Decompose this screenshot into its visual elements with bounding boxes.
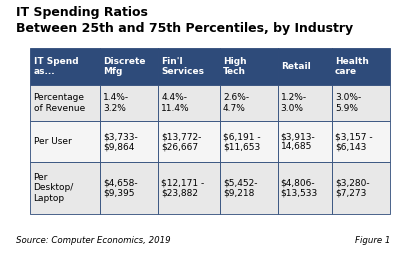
- Bar: [100, 121, 158, 162]
- Bar: [158, 162, 220, 214]
- Text: $13,772-
$26,667: $13,772- $26,667: [161, 132, 202, 152]
- Bar: [278, 48, 332, 85]
- Text: $5,452-
$9,218: $5,452- $9,218: [223, 178, 258, 198]
- Text: $4,658-
$9,395: $4,658- $9,395: [103, 178, 138, 198]
- Text: $4,806-
$13,533: $4,806- $13,533: [281, 178, 318, 198]
- Bar: [278, 162, 332, 214]
- Bar: [220, 162, 278, 214]
- Text: Per
Desktop/
Laptop: Per Desktop/ Laptop: [34, 173, 74, 203]
- Text: Fin'l
Services: Fin'l Services: [161, 57, 204, 76]
- Bar: [220, 121, 278, 162]
- Bar: [332, 85, 390, 121]
- Text: Figure 1: Figure 1: [355, 236, 390, 245]
- Bar: [30, 162, 100, 214]
- Text: Per User: Per User: [34, 137, 71, 146]
- Text: 1.4%-
3.2%: 1.4%- 3.2%: [103, 93, 129, 113]
- Text: 4.4%-
11.4%: 4.4%- 11.4%: [161, 93, 190, 113]
- Text: Discrete
Mfg: Discrete Mfg: [103, 57, 145, 76]
- Bar: [332, 121, 390, 162]
- Bar: [30, 85, 100, 121]
- Bar: [158, 85, 220, 121]
- Text: $3,280-
$7,273: $3,280- $7,273: [335, 178, 370, 198]
- Bar: [332, 48, 390, 85]
- Text: Source: Computer Economics, 2019: Source: Computer Economics, 2019: [16, 236, 171, 245]
- Bar: [158, 48, 220, 85]
- Text: Percentage
of Revenue: Percentage of Revenue: [34, 93, 85, 113]
- Bar: [332, 162, 390, 214]
- Bar: [100, 162, 158, 214]
- Bar: [278, 85, 332, 121]
- Bar: [220, 48, 278, 85]
- Text: $3,733-
$9,864: $3,733- $9,864: [103, 132, 138, 152]
- Bar: [278, 121, 332, 162]
- Text: Retail: Retail: [281, 62, 310, 71]
- Text: 2.6%-
4.7%: 2.6%- 4.7%: [223, 93, 249, 113]
- Bar: [100, 85, 158, 121]
- Bar: [30, 48, 100, 85]
- Text: 3.0%-
5.9%: 3.0%- 5.9%: [335, 93, 361, 113]
- Text: $12,171 -
$23,882: $12,171 - $23,882: [161, 178, 204, 198]
- Text: High
Tech: High Tech: [223, 57, 246, 76]
- Bar: [158, 121, 220, 162]
- Bar: [100, 48, 158, 85]
- Text: IT Spend
as...: IT Spend as...: [34, 57, 78, 76]
- Bar: [30, 121, 100, 162]
- Text: $3,913-
14,685: $3,913- 14,685: [281, 132, 316, 152]
- Bar: [220, 85, 278, 121]
- Text: IT Spending Ratios
Between 25th and 75th Percentiles, by Industry: IT Spending Ratios Between 25th and 75th…: [16, 6, 353, 35]
- Text: Health
care: Health care: [335, 57, 369, 76]
- Text: $6,191 -
$11,653: $6,191 - $11,653: [223, 132, 260, 152]
- Text: 1.2%-
3.0%: 1.2%- 3.0%: [281, 93, 307, 113]
- Text: $3,157 -
$6,143: $3,157 - $6,143: [335, 132, 372, 152]
